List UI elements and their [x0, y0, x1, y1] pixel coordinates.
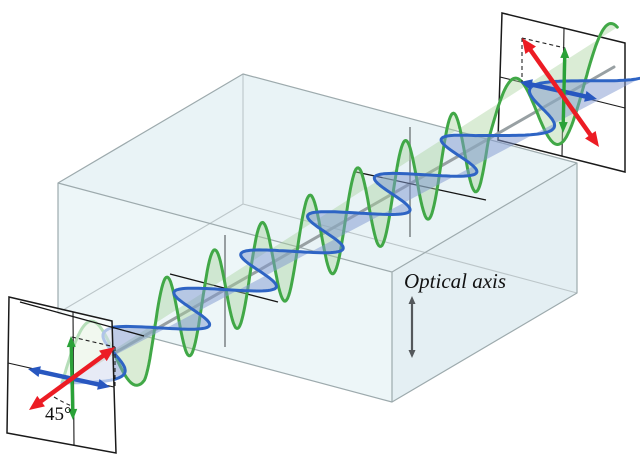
optical-axis-double-arrow: [408, 296, 416, 358]
input-angle-arc: [53, 396, 73, 407]
box-top-face: [58, 74, 577, 272]
output-green-vertical-arrow: [558, 47, 570, 133]
input-construction-dashes: [71, 336, 116, 387]
blue-wave-curve: [60, 76, 640, 385]
box-visible-edges: [57, 73, 578, 403]
construction-dashed: [53, 37, 566, 407]
box-right-face: [392, 163, 577, 402]
optical-axis-label: Optical axis: [404, 269, 506, 293]
input-arrows: [28, 336, 115, 420]
optical-axis-arrow-glyph: [408, 296, 416, 358]
wave-blue: [60, 76, 640, 385]
entry-wavefront-line: [19, 301, 145, 337]
output-construction-dashes: [521, 37, 566, 82]
phase-marker-oblique-1: [169, 273, 279, 303]
blue-wave-fill: [62, 78, 640, 383]
input-red-diagonal-arrow: [29, 347, 115, 410]
box-hidden-edges: [57, 74, 578, 314]
optical-axis-annotation: Optical axis: [404, 269, 506, 358]
output-red-diagonal-arrow: [522, 38, 599, 147]
output-arrows: [520, 38, 599, 147]
angle-label: 45°: [45, 404, 72, 425]
